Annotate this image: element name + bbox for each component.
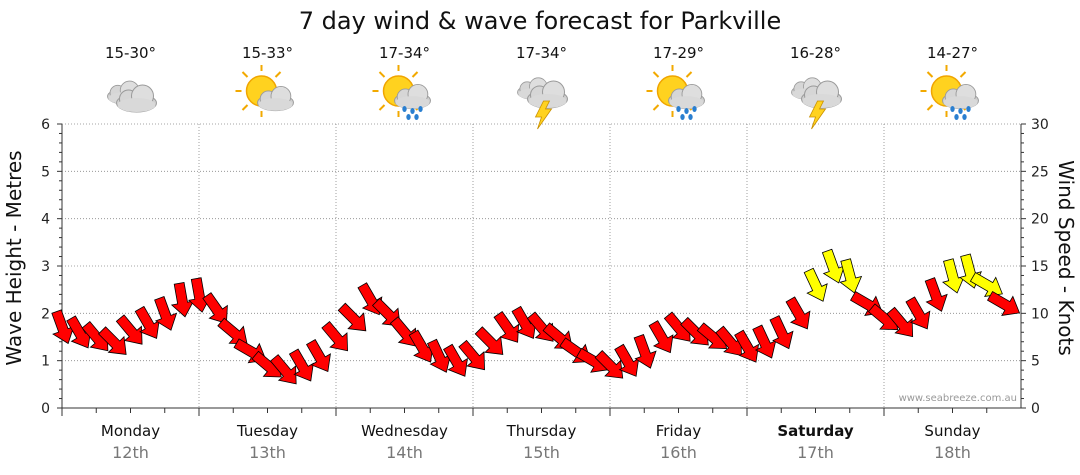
wind-arrow xyxy=(269,354,297,385)
right-tick-label: 0 xyxy=(1031,401,1040,417)
wind-arrow xyxy=(633,333,657,369)
wind-arrow xyxy=(769,315,794,350)
temperature-label: 15-33° xyxy=(242,44,293,62)
sun-rain-icon xyxy=(645,64,705,120)
wind-arrow xyxy=(785,296,811,330)
temperature-label: 17-34° xyxy=(379,44,430,62)
wind-arrow xyxy=(734,329,760,363)
day-label: Wednesday xyxy=(361,422,448,440)
storm-icon xyxy=(791,77,842,130)
wind-arrow xyxy=(389,316,417,347)
left-tick-label: 3 xyxy=(41,259,50,275)
wind-arrow xyxy=(839,258,863,294)
date-label: 15th xyxy=(523,443,560,462)
day-label: Tuesday xyxy=(236,422,298,440)
left-axis-title: Wave Height - Metres xyxy=(2,150,26,365)
wind-arrow xyxy=(458,339,485,371)
temperature-label: 17-29° xyxy=(653,44,704,62)
day-label: Monday xyxy=(101,422,160,440)
temperature-label: 15-30° xyxy=(105,44,156,62)
wind-arrow xyxy=(474,326,504,355)
right-tick-label: 30 xyxy=(1031,117,1049,133)
sun-rain-icon xyxy=(371,64,431,120)
temperature-label: 14-27° xyxy=(927,44,978,62)
right-tick-label: 5 xyxy=(1031,354,1040,370)
temperature-label: 17-34° xyxy=(516,44,567,62)
date-label: 13th xyxy=(249,443,286,462)
date-label: 16th xyxy=(660,443,697,462)
wind-arrows xyxy=(51,248,1021,385)
cloudy-icon xyxy=(107,80,157,113)
right-tick-label: 10 xyxy=(1031,306,1049,322)
temperature-label: 16-28° xyxy=(790,44,841,62)
wind-arrow xyxy=(217,317,248,345)
sun-cloud-icon xyxy=(234,64,294,118)
wind-arrow xyxy=(986,291,1021,316)
date-label: 18th xyxy=(934,443,971,462)
wind-arrow xyxy=(803,267,828,302)
wind-arrow xyxy=(202,292,228,324)
day-columns: Monday 12th 15-30° Tuesday 13th 15-33° Wednesd… xyxy=(101,44,981,462)
wind-arrow xyxy=(594,349,624,379)
date-label: 12th xyxy=(112,443,149,462)
wind-arrow xyxy=(337,302,367,332)
day-label: Sunday xyxy=(924,422,980,440)
day-label: Saturday xyxy=(777,422,854,440)
wind-arrow xyxy=(493,310,520,343)
wind-arrow xyxy=(306,338,331,373)
wind-arrow xyxy=(886,306,914,338)
right-tick-label: 15 xyxy=(1031,259,1049,275)
left-tick-label: 0 xyxy=(41,401,50,417)
left-tick-label: 4 xyxy=(41,212,50,228)
storm-icon xyxy=(517,77,568,130)
wind-arrow xyxy=(97,326,127,355)
wind-arrow xyxy=(321,320,348,352)
wind-arrow xyxy=(924,277,948,312)
grid-layer xyxy=(62,123,1021,408)
wind-arrow xyxy=(969,272,1003,297)
left-tick-label: 2 xyxy=(41,306,50,322)
date-label: 14th xyxy=(386,443,423,462)
right-axis-title: Wind Speed - Knots xyxy=(1054,160,1078,356)
right-tick-label: 25 xyxy=(1031,164,1049,180)
wind-arrow xyxy=(648,320,674,354)
credit-text: www.seabreeze.com.au xyxy=(899,393,1017,404)
wind-arrow xyxy=(154,296,178,331)
wind-arrow xyxy=(115,314,143,345)
wind-arrow xyxy=(905,296,931,330)
sun-rain-icon xyxy=(919,64,979,120)
day-label: Thursday xyxy=(506,422,577,440)
axis-ticks: 0 01 52 103 154 205 256 30 xyxy=(41,117,1049,417)
date-label: 17th xyxy=(797,443,834,462)
left-tick-label: 5 xyxy=(41,164,50,180)
day-label: Friday xyxy=(656,422,702,440)
wind-arrow xyxy=(371,297,401,327)
chart-title: 7 day wind & wave forecast for Parkville xyxy=(299,7,781,35)
right-tick-label: 20 xyxy=(1031,212,1049,228)
wind-arrow xyxy=(443,343,468,377)
left-tick-label: 1 xyxy=(41,354,50,370)
left-tick-label: 6 xyxy=(41,117,50,133)
